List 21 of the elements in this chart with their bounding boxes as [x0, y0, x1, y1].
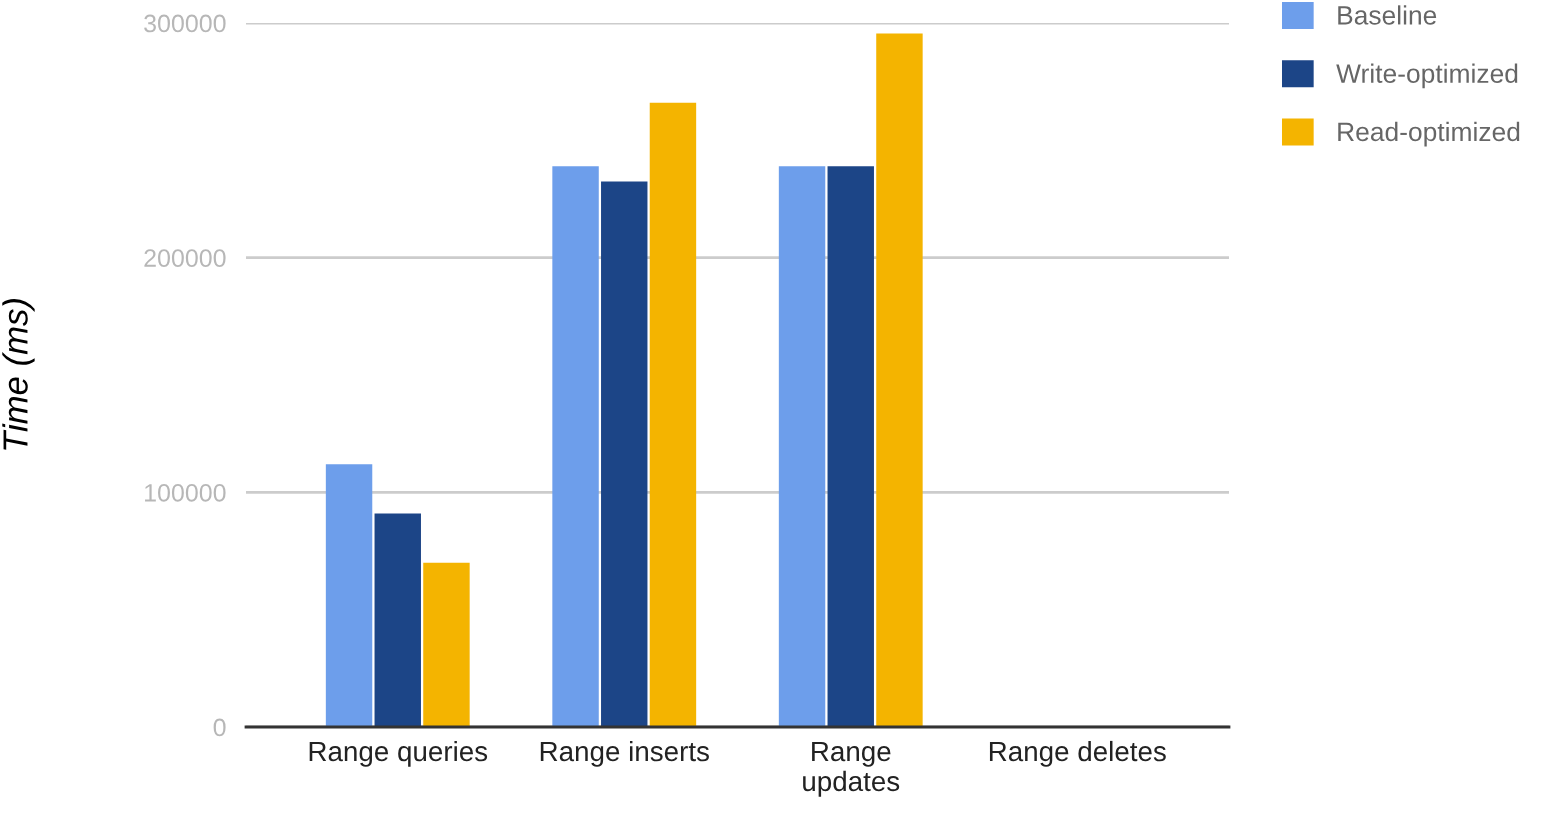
y-axis-title: Time (ms) — [2, 299, 35, 450]
bar — [423, 562, 470, 727]
bar — [374, 513, 421, 727]
legend-label: Write-optimized — [1336, 63, 1518, 89]
bar — [601, 181, 648, 727]
x-tick-label: Range inserts — [540, 740, 709, 767]
bar — [649, 102, 697, 727]
bar — [325, 464, 373, 727]
y-tick-label: 300000 — [144, 14, 226, 33]
y-tick-label: 200000 — [144, 249, 226, 267]
y-tick-label: 100000 — [145, 483, 226, 502]
bar — [827, 166, 874, 727]
x-tick-label: Range deletes — [989, 740, 1166, 767]
bar — [876, 33, 923, 727]
bar — [552, 166, 599, 727]
x-tick-label: Range queries — [309, 740, 488, 767]
legend-label: Baseline — [1338, 5, 1437, 25]
y-tick-label: 0 — [213, 718, 226, 737]
legend-label: Read-optimized — [1338, 121, 1520, 147]
bar — [778, 166, 826, 727]
x-tick-label: Range updates — [803, 741, 900, 797]
